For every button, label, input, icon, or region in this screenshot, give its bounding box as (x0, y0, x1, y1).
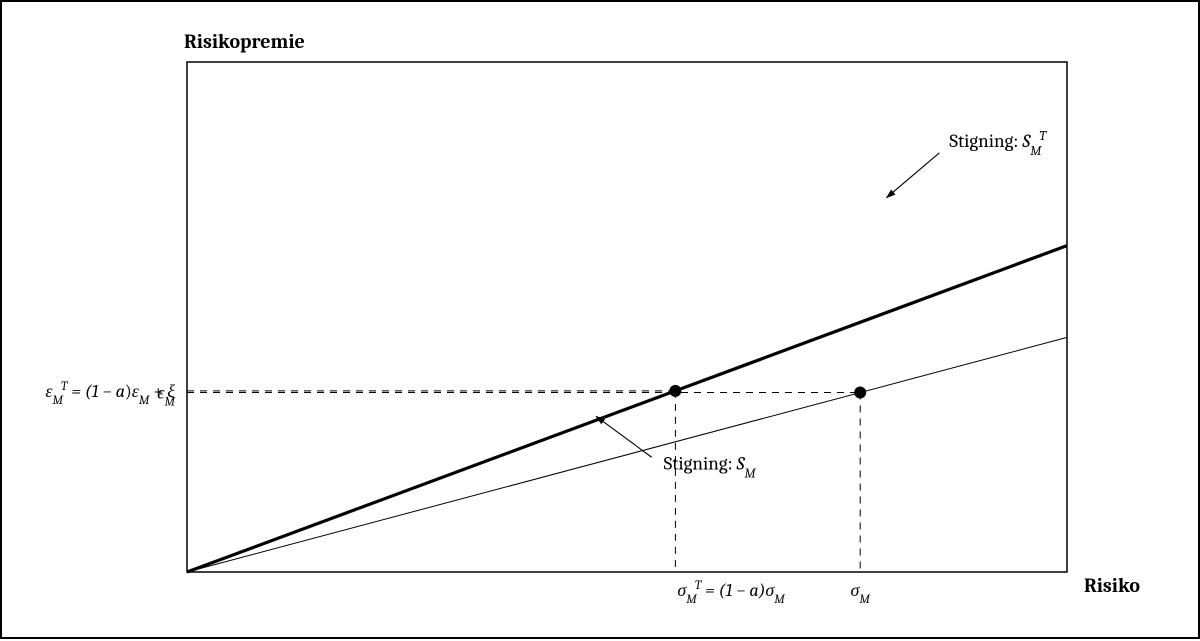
figure-frame: RisikopremieRisikoεMεMT = (1 − a)εM + ξσ… (0, 0, 1200, 639)
xtick-sigmaMT: σMT = (1 − a)σM (677, 579, 785, 607)
plot-area (187, 62, 1067, 572)
ytick-eMT: εMT = (1 − a)εM + ξ (45, 380, 175, 408)
x-axis-label: Risiko (1084, 574, 1140, 597)
slope-lower-label: Stigning: SM (664, 452, 757, 481)
slope-upper-arrow (887, 153, 940, 198)
slope-lower-arrow (596, 416, 651, 457)
point-B (854, 387, 866, 399)
point-A (669, 385, 681, 397)
slope-upper-label: Stigning: SMT (949, 128, 1047, 158)
line-shallow (187, 337, 1067, 572)
line-steep (187, 246, 1067, 572)
xtick-sigmaM: σM (850, 580, 870, 607)
chart-svg: RisikopremieRisikoεMεMT = (1 − a)εM + ξσ… (2, 2, 1200, 641)
y-axis-label: Risikopremie (184, 30, 305, 53)
